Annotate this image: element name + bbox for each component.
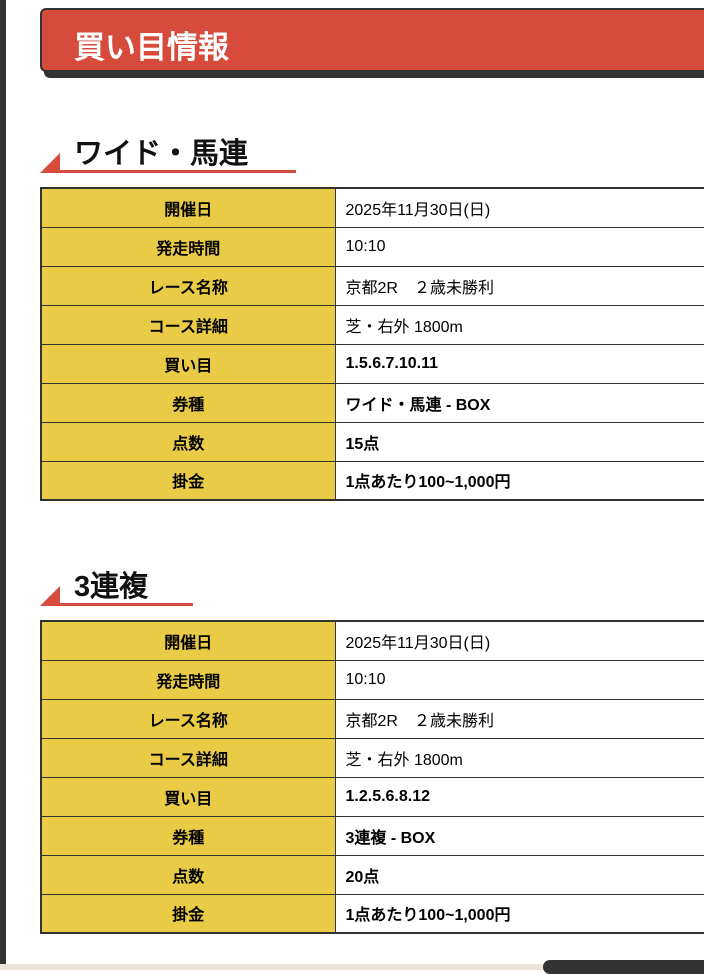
table-row: 発走時間 10:10 [40,659,704,700]
table-row: 点数 20点 [40,854,704,895]
heading-triangle-decoration [40,586,60,606]
table-row: 券種 ワイド・馬連 - BOX [40,382,704,423]
row-value: 1.2.5.6.8.12 [334,776,704,817]
row-value: 10:10 [334,659,704,700]
row-label: コース詳細 [40,737,336,778]
row-label: 買い目 [40,776,336,817]
section-title: 3連複 [74,571,149,603]
row-label: 開催日 [40,187,336,228]
row-label: レース名称 [40,265,336,306]
row-value: 京都2R ２歳未勝利 [334,698,704,739]
table-row: 買い目 1.2.5.6.8.12 [40,776,704,817]
row-value: 2025年11月30日(日) [334,187,704,228]
row-label: 買い目 [40,343,336,384]
row-value: 15点 [334,421,704,462]
row-value: 10:10 [334,226,704,267]
table-row: 掛金 1点あたり100~1,000円 [40,460,704,501]
bet-info-table: 開催日 2025年11月30日(日) 発走時間 10:10 レース名称 京都2R ２歳未勝… [40,187,704,501]
row-value: 1.5.6.7.10.11 [334,343,704,384]
row-label: 発走時間 [40,226,336,267]
table-row: 発走時間 10:10 [40,226,704,267]
row-label: 点数 [40,854,336,895]
table-row: 券種 3連複 - BOX [40,815,704,856]
page-title: 買い目情報 [74,30,229,65]
section-title: ワイド・馬連 [74,138,249,170]
table-row: 開催日 2025年11月30日(日) [40,620,704,661]
row-value: 1点あたり100~1,000円 [334,893,704,934]
row-value: 3連複 - BOX [334,815,704,856]
heading-triangle-decoration [40,153,60,173]
left-edge-bar [0,0,6,970]
row-label: コース詳細 [40,304,336,345]
row-label: 券種 [40,815,336,856]
table-row: 買い目 1.5.6.7.10.11 [40,343,704,384]
row-label: 点数 [40,421,336,462]
bet-info-table: 開催日 2025年11月30日(日) 発走時間 10:10 レース名称 京都2R ２歳未勝… [40,620,704,934]
footer-strip [0,964,704,970]
table-row: レース名称 京都2R ２歳未勝利 [40,265,704,306]
table-row: コース詳細 芝・右外 1800m [40,304,704,345]
row-value: 京都2R ２歳未勝利 [334,265,704,306]
row-label: 券種 [40,382,336,423]
row-label: 発走時間 [40,659,336,700]
floating-button[interactable] [543,960,704,974]
row-value: 芝・右外 1800m [334,737,704,778]
table-row: 開催日 2025年11月30日(日) [40,187,704,228]
table-row: 掛金 1点あたり100~1,000円 [40,893,704,934]
page-title-banner: 買い目情報 [40,8,704,72]
row-value: 20点 [334,854,704,895]
row-label: 開催日 [40,620,336,661]
row-value: 2025年11月30日(日) [334,620,704,661]
row-value: 芝・右外 1800m [334,304,704,345]
row-label: 掛金 [40,460,336,501]
row-value: ワイド・馬連 - BOX [334,382,704,423]
row-label: 掛金 [40,893,336,934]
row-label: レース名称 [40,698,336,739]
table-row: コース詳細 芝・右外 1800m [40,737,704,778]
table-row: レース名称 京都2R ２歳未勝利 [40,698,704,739]
heading-underline [60,603,193,606]
row-value: 1点あたり100~1,000円 [334,460,704,501]
table-row: 点数 15点 [40,421,704,462]
heading-underline [60,170,296,173]
